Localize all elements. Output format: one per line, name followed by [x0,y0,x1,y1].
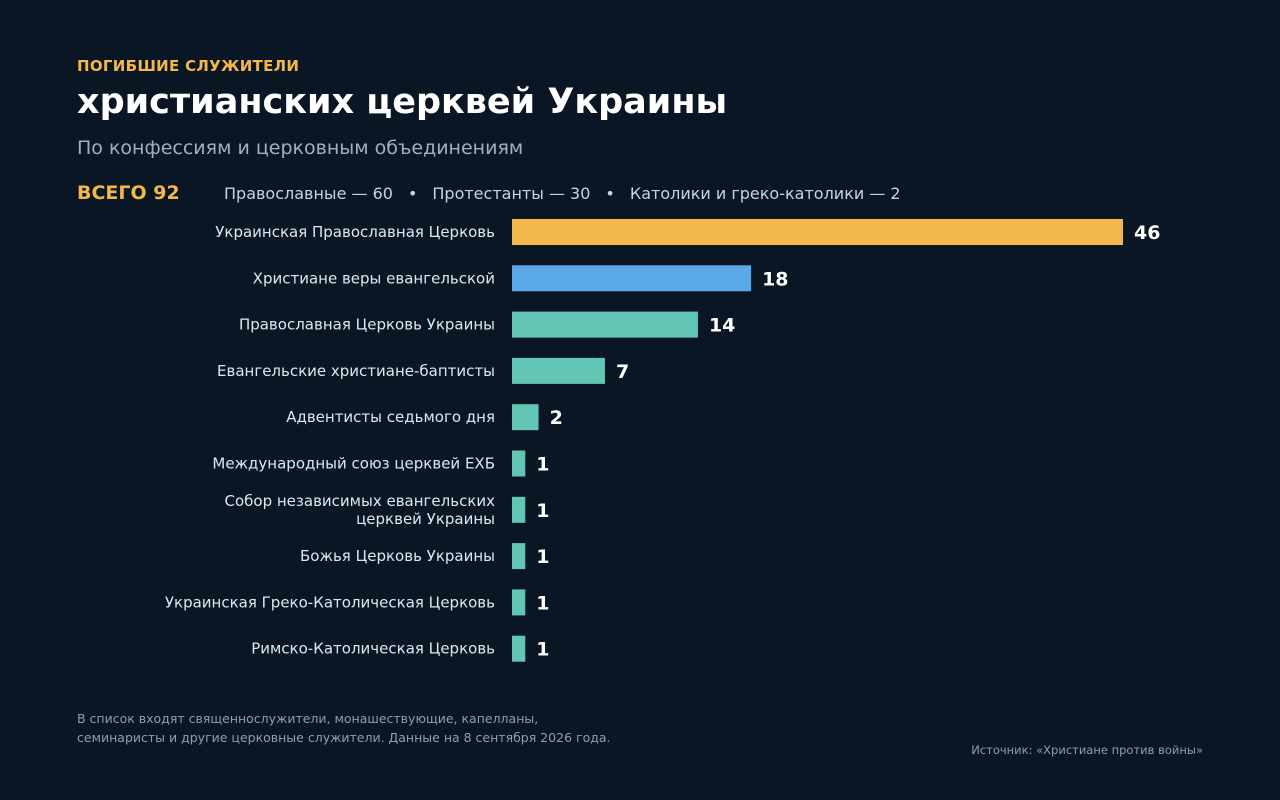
data-label: 2 [550,407,563,429]
bar [512,219,1123,245]
data-label: 46 [1134,222,1160,244]
category-label: Международный союз церквей ЕХБ [212,455,495,473]
bar [512,311,698,338]
category-label: Украинская Православная Церковь [215,223,495,241]
separator-dot: • [407,183,418,203]
data-label: 1 [536,592,549,614]
source-credit: Источник: «Христиане против войны» [971,743,1203,757]
bar [512,404,539,431]
category-label: Адвентисты седьмого дня [286,408,495,426]
data-label: 1 [536,546,549,568]
data-label: 1 [536,500,549,522]
catholic-total: Католики и греко-католики — 2 [629,183,901,203]
total-count: ВСЕГО 92 [77,182,180,204]
bar [512,357,605,384]
data-label: 1 [536,639,549,661]
bar [512,450,526,477]
bar [512,543,526,570]
category-label: Украинская Греко-Католическая Церковь [165,593,495,611]
totals-row: ВСЕГО 92 Православные — 60 • Протестанты… [77,180,901,206]
category-label: Евангельские христиане-баптисты [217,362,495,380]
page-title: христианских церквей Украины [77,82,728,122]
bar [512,635,526,662]
data-label: 14 [709,315,735,337]
bar [512,589,526,616]
footnote-line: В список входят священнослужители, монаш… [77,711,539,726]
separator-dot: • [605,183,615,203]
data-label: 1 [536,454,549,476]
footnote: В список входят священнослужители, монаш… [77,709,611,747]
kicker: ПОГИБШИЕ СЛУЖИТЕЛИ [77,57,300,75]
bar [512,265,752,292]
category-label: церквей Украины [356,510,495,528]
category-label: Божья Церковь Украины [300,547,495,565]
category-label: Римско-Католическая Церковь [251,640,495,658]
protestant-total: Протестанты — 30 [432,183,591,203]
data-label: 18 [762,268,788,290]
bar [512,496,526,523]
data-label: 7 [616,361,629,383]
orthodox-total: Православные — 60 [224,183,393,203]
category-label: Христиане веры евангельской [253,269,495,287]
footnote-line: семинаристы и другие церковные служители… [77,730,611,745]
category-label: Собор независимых евангельских [225,492,496,510]
subtitle: По конфессиям и церковным объединениям [77,137,524,159]
category-label: Православная Церковь Украины [239,316,495,334]
